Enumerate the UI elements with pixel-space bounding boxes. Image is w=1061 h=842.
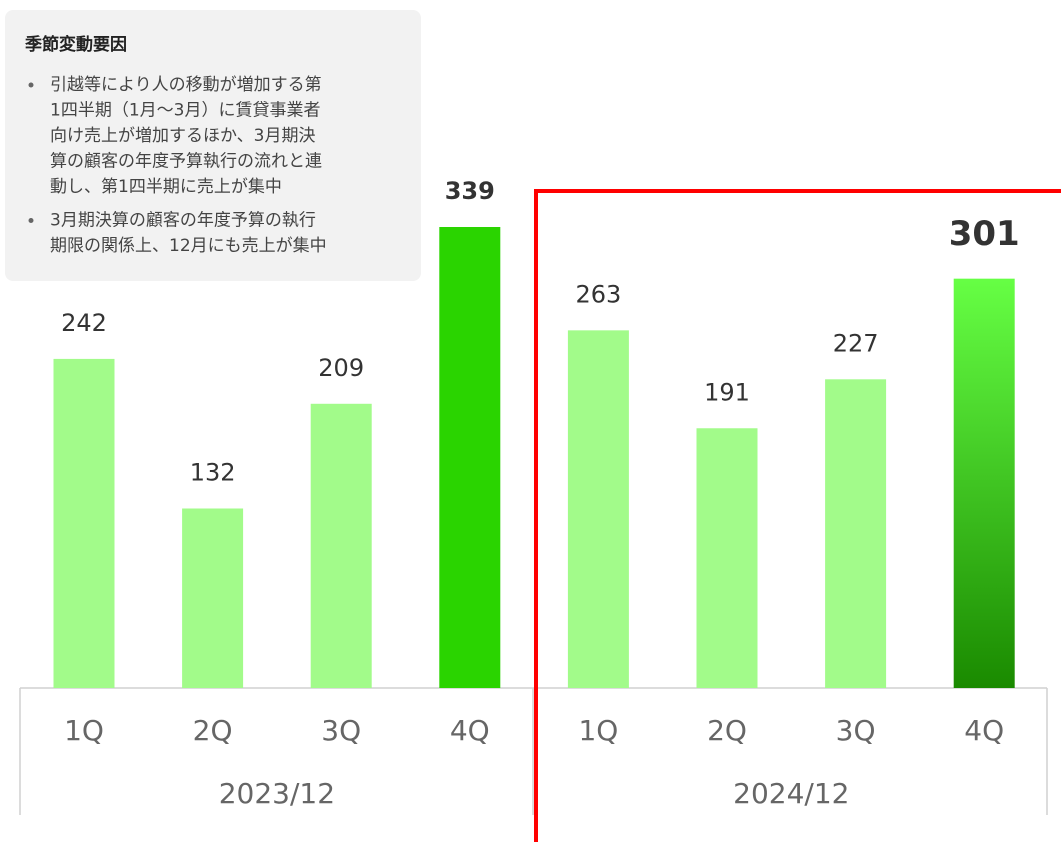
x-tick-label: 3Q (836, 714, 876, 747)
note-title: 季節変動要因 (25, 34, 127, 55)
value-label: 227 (833, 329, 879, 357)
bar (182, 508, 244, 688)
group-label: 2024/12 (733, 777, 849, 810)
bar (567, 330, 629, 688)
x-tick-label: 2Q (193, 714, 233, 747)
note-box (5, 10, 421, 281)
bar (953, 278, 1015, 688)
value-label: 263 (575, 280, 621, 308)
x-tick-label: 1Q (578, 714, 618, 747)
bullet-dot (28, 82, 34, 88)
bar (825, 379, 887, 688)
x-tick-label: 4Q (450, 714, 490, 747)
x-tick-label: 1Q (64, 714, 104, 747)
x-tick-label: 3Q (321, 714, 361, 747)
group-label: 2023/12 (219, 777, 335, 810)
bullet-dot (28, 218, 34, 223)
note-line: 期限の関係上、12月にも売上が集中 (50, 236, 327, 256)
note-line: 1四半期（1月〜3月）に賃貸事業者 (50, 101, 320, 121)
value-label: 132 (190, 458, 236, 486)
note-line: 向け売上が増加するほか、3月期決 (50, 126, 315, 146)
note-line: 算の顧客の年度予算執行の流れと連 (50, 152, 322, 172)
bar (439, 227, 501, 688)
highlight-frame (534, 189, 1061, 842)
bar (696, 428, 758, 688)
value-label: 191 (704, 378, 750, 406)
note-line: 3月期決算の顧客の年度予算の執行 (50, 211, 316, 231)
value-label: 209 (318, 354, 364, 382)
bar (310, 403, 372, 688)
value-label: 242 (61, 309, 107, 337)
note-line: 動し、第1四半期に売上が集中 (50, 177, 282, 197)
note-line: 引越等により人の移動が増加する第 (50, 75, 322, 95)
bar (53, 358, 115, 688)
value-label: 339 (445, 177, 495, 205)
x-tick-label: 4Q (964, 714, 1004, 747)
x-tick-label: 2Q (707, 714, 747, 747)
value-label: 301 (949, 214, 1020, 254)
